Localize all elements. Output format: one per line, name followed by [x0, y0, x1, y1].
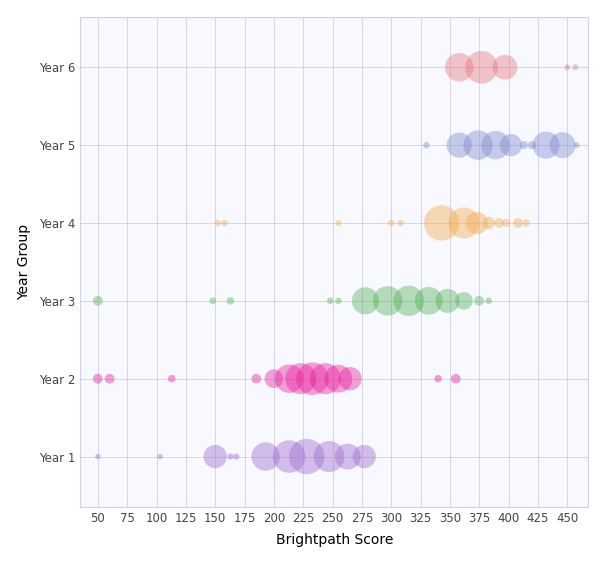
Point: [473, 140, 483, 149]
Point: [477, 63, 486, 72]
Point: [459, 296, 469, 305]
Point: [105, 374, 114, 383]
Point: [484, 218, 494, 227]
Point: [513, 218, 523, 227]
Point: [321, 374, 330, 383]
Point: [527, 140, 537, 149]
Y-axis label: Year Group: Year Group: [17, 224, 31, 300]
Point: [220, 218, 229, 227]
Point: [454, 140, 464, 149]
Point: [459, 218, 469, 227]
Point: [213, 218, 223, 227]
Point: [451, 374, 460, 383]
Point: [437, 218, 446, 227]
Point: [424, 296, 434, 305]
Point: [333, 218, 343, 227]
Point: [296, 374, 306, 383]
Point: [494, 218, 504, 227]
Point: [261, 452, 270, 461]
Point: [422, 140, 431, 149]
Point: [572, 140, 581, 149]
Point: [359, 452, 369, 461]
Point: [563, 63, 572, 72]
Point: [343, 452, 353, 461]
Point: [361, 296, 370, 305]
Point: [522, 218, 531, 227]
Point: [252, 374, 261, 383]
Point: [433, 374, 443, 383]
Point: [93, 452, 103, 461]
Point: [284, 374, 294, 383]
Point: [333, 374, 343, 383]
Point: [404, 296, 414, 305]
Point: [93, 374, 103, 383]
Point: [484, 296, 494, 305]
Point: [443, 296, 453, 305]
Point: [571, 63, 580, 72]
Point: [506, 140, 515, 149]
Point: [208, 296, 218, 305]
Point: [284, 452, 294, 461]
Point: [211, 452, 220, 461]
Point: [474, 296, 484, 305]
Point: [500, 63, 510, 72]
Point: [345, 374, 355, 383]
Point: [93, 296, 103, 305]
Point: [325, 296, 335, 305]
Point: [383, 296, 393, 305]
Point: [155, 452, 165, 461]
X-axis label: Brightpath Score: Brightpath Score: [276, 534, 393, 547]
Point: [308, 374, 318, 383]
Point: [491, 140, 500, 149]
Point: [519, 140, 529, 149]
Point: [324, 452, 334, 461]
Point: [454, 63, 464, 72]
Point: [232, 452, 241, 461]
Point: [302, 452, 312, 461]
Point: [558, 140, 567, 149]
Point: [387, 218, 396, 227]
Point: [472, 218, 482, 227]
Point: [167, 374, 177, 383]
Point: [269, 374, 279, 383]
Point: [226, 296, 235, 305]
Point: [226, 452, 235, 461]
Point: [502, 218, 511, 227]
Point: [333, 296, 343, 305]
Point: [396, 218, 405, 227]
Point: [541, 140, 551, 149]
